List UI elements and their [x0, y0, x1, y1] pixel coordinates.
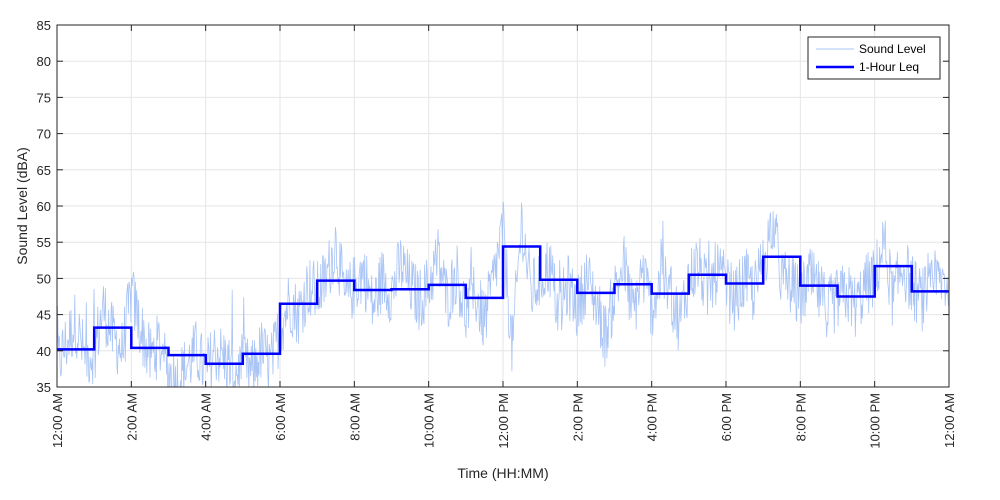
x-tick-label: 4:00 PM — [645, 393, 660, 441]
legend-box — [807, 36, 941, 80]
series-layer — [57, 201, 949, 387]
y-tick-label: 55 — [37, 235, 51, 250]
x-tick-label: 2:00 AM — [124, 393, 139, 441]
y-tick-label: 75 — [37, 90, 51, 105]
x-tick-label: 10:00 PM — [868, 393, 883, 449]
legend-label-1-hour-leq: 1-Hour Leq — [859, 60, 919, 74]
y-tick-label: 85 — [37, 18, 51, 33]
x-tick-label: 4:00 AM — [199, 393, 214, 441]
x-tick-label: 8:00 AM — [347, 393, 362, 441]
x-tick-label: 2:00 PM — [570, 393, 585, 441]
x-tick-label: 12:00 AM — [942, 393, 957, 448]
y-tick-label: 45 — [37, 308, 51, 323]
y-tick-label: 65 — [37, 163, 51, 178]
axis-ticks: 35 40 45 50 55 60 65 70 75 80 85 12:00 AM 2:00 AM 4:0… — [37, 18, 957, 449]
x-tick-label: 8:00 PM — [793, 393, 808, 441]
series-line-1-hour-leq — [57, 245, 949, 366]
y-tick-label: 60 — [37, 199, 51, 214]
y-tick-label: 35 — [37, 380, 51, 395]
x-axis-title: Time (HH:MM) — [457, 465, 548, 481]
x-tick-label: 10:00 AM — [422, 393, 437, 448]
legend-label-sound-level: Sound Level — [859, 42, 926, 56]
x-tick-label: 6:00 AM — [273, 393, 288, 441]
y-axis-title: Sound Level (dBA) — [14, 147, 30, 265]
x-tick-label: 12:00 AM — [50, 393, 65, 448]
y-tick-label: 70 — [37, 127, 51, 142]
y-tick-label: 80 — [37, 54, 51, 69]
x-tick-label: 12:00 PM — [496, 393, 511, 449]
y-tick-label: 50 — [37, 271, 51, 286]
legend: Sound Level 1-Hour Leq — [807, 36, 941, 80]
x-tick-label: 6:00 PM — [719, 393, 734, 441]
y-tick-label: 40 — [37, 344, 51, 359]
